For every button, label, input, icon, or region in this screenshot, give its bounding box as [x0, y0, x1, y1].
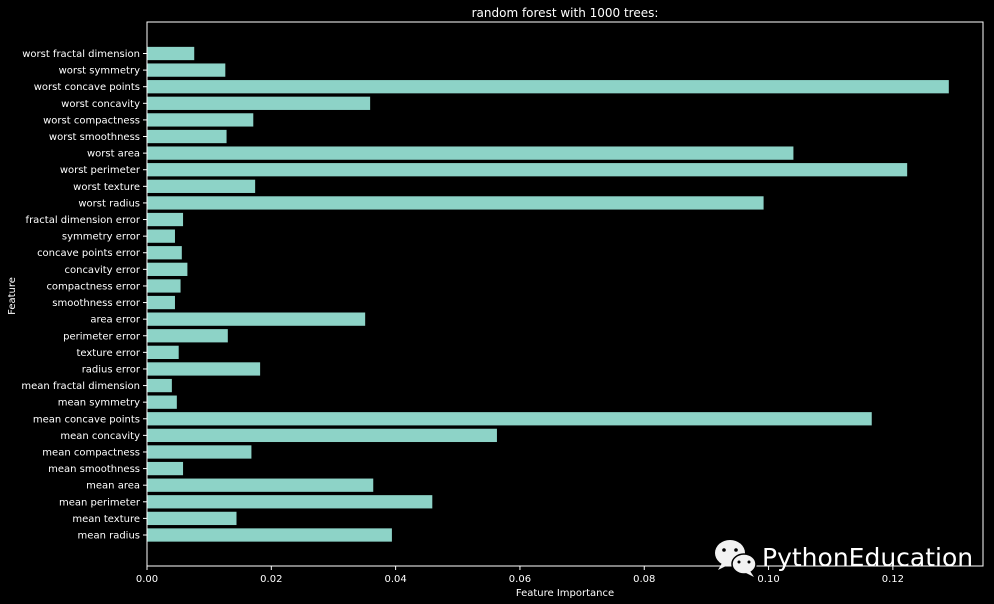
bar: [147, 63, 226, 77]
bar: [147, 229, 175, 243]
bar: [147, 212, 184, 227]
bar: [147, 113, 254, 127]
y-tick-label: symmetry error: [62, 232, 141, 243]
x-tick-label: 0.08: [633, 574, 655, 585]
y-tick-label: smoothness error: [52, 298, 141, 309]
y-tick-label: perimeter error: [63, 331, 141, 342]
y-tick-label: fractal dimension error: [26, 215, 141, 226]
bar: [147, 146, 794, 160]
y-tick-label: texture error: [76, 348, 140, 359]
y-tick-label: mean area: [86, 481, 140, 492]
bar: [147, 395, 177, 409]
y-tick-label: worst perimeter: [60, 165, 141, 176]
y-tick-label: mean perimeter: [59, 497, 141, 508]
bar: [147, 129, 227, 144]
bar: [147, 312, 366, 326]
y-tick-label: mean concavity: [60, 431, 140, 442]
bar: [147, 163, 908, 177]
x-tick-label: 0.04: [384, 574, 406, 585]
bar: [147, 345, 179, 359]
x-axis-title: Feature Importance: [516, 588, 614, 599]
y-tick-label: worst smoothness: [49, 132, 140, 143]
watermark: PythonEducation: [715, 540, 973, 577]
x-tick-label: 0.06: [509, 574, 531, 585]
y-tick-label: worst radius: [78, 198, 140, 209]
plot-frame: [146, 21, 984, 567]
bars-layer: [147, 46, 949, 542]
bar: [147, 362, 261, 376]
y-tick-label: worst concave points: [34, 82, 140, 93]
y-tick-label: mean texture: [72, 514, 140, 525]
bar: [147, 262, 188, 276]
y-tick-label: mean concave points: [33, 414, 140, 425]
wechat-icon: [715, 540, 757, 577]
bar: [147, 46, 195, 61]
x-tick-label: 0.12: [882, 574, 904, 585]
bar: [147, 478, 374, 492]
bar: [147, 412, 872, 426]
y-tick-label: worst compactness: [43, 115, 140, 126]
bar: [147, 246, 182, 260]
y-tick-label: mean radius: [78, 531, 140, 542]
y-tick-label: worst symmetry: [59, 66, 141, 77]
y-axis-title: Feature: [7, 277, 18, 315]
y-tick-label: concave points error: [37, 248, 141, 259]
y-ticks: mean radius mean texture mean perimeter mea…: [21, 49, 147, 542]
y-tick-label: worst fractal dimension: [22, 49, 140, 60]
bar: [147, 96, 371, 110]
x-tick-label: 0.00: [136, 574, 158, 585]
y-tick-label: worst texture: [73, 182, 140, 193]
y-tick-label: concavity error: [64, 265, 140, 276]
watermark-text: PythonEducation: [762, 543, 973, 572]
bar: [147, 295, 175, 310]
bar: [147, 80, 949, 94]
bar: [147, 279, 181, 293]
x-tick-label: 0.10: [757, 574, 779, 585]
bar: [147, 495, 433, 509]
bar: [147, 196, 764, 210]
bar: [147, 329, 228, 343]
y-tick-label: area error: [90, 315, 141, 326]
bar: [147, 378, 172, 393]
bar: [147, 179, 256, 193]
y-tick-label: radius error: [82, 364, 141, 375]
bar: [147, 428, 497, 443]
x-ticks: 0.00 0.02 0.04 0.06 0.08 0.10 0.12: [136, 566, 904, 585]
y-tick-label: mean symmetry: [58, 398, 140, 409]
chart-title: random forest with 1000 trees:: [472, 6, 659, 20]
bar: [147, 511, 237, 526]
bar: [147, 445, 252, 459]
x-tick-label: 0.02: [260, 574, 282, 585]
y-tick-label: worst area: [87, 149, 140, 160]
y-tick-label: mean compactness: [42, 447, 140, 458]
y-tick-label: worst concavity: [61, 99, 140, 110]
y-tick-label: mean fractal dimension: [21, 381, 140, 392]
bar: [147, 461, 184, 476]
y-tick-label: compactness error: [46, 281, 140, 292]
bar: [147, 528, 392, 542]
y-tick-label: mean smoothness: [48, 464, 140, 475]
